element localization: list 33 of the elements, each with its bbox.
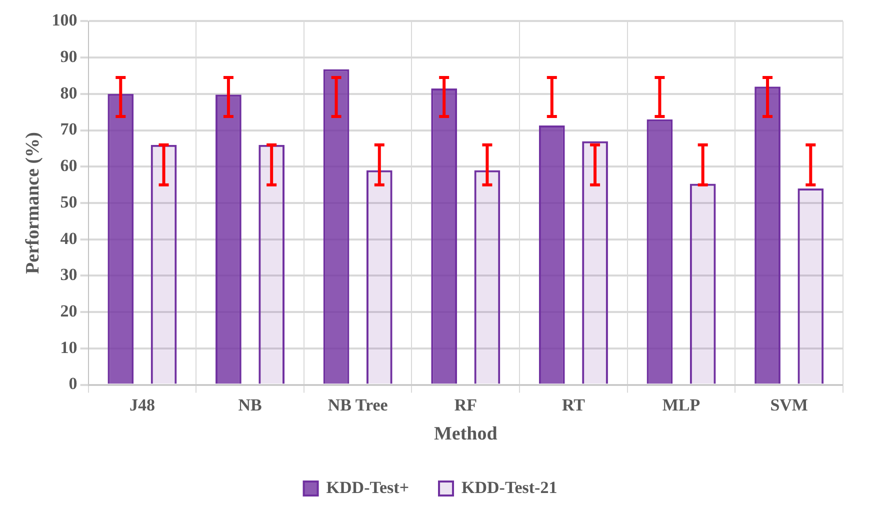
bar: [754, 86, 780, 384]
y-tick-label: 40: [60, 228, 78, 248]
x-tick-label: SVM: [770, 395, 808, 414]
y-axis-title: Performance (%): [22, 132, 44, 274]
y-tick-label: 100: [52, 10, 78, 30]
y-tick-label: 80: [60, 83, 78, 102]
x-tick-label: RT: [562, 395, 586, 414]
bar: [646, 119, 673, 384]
bar: [108, 94, 134, 384]
bar: [431, 88, 458, 384]
bar: [690, 184, 716, 384]
x-tick-label: NB Tree: [328, 395, 388, 414]
y-tick-label: 20: [60, 301, 78, 320]
y-tick-label: 70: [60, 120, 78, 139]
x-axis-title: Method: [434, 424, 498, 445]
x-tick-label: J48: [129, 395, 155, 414]
bar: [538, 126, 565, 384]
y-tick-label: 50: [60, 192, 78, 212]
y-tick-label: 90: [60, 46, 78, 66]
legend-label: KDD-Test+: [326, 478, 410, 497]
y-tick-label: 30: [60, 265, 78, 284]
x-tick-label: NB: [238, 395, 262, 414]
y-tick-label: 60: [60, 156, 78, 176]
x-tick-label: RF: [454, 395, 477, 414]
bar: [474, 170, 500, 384]
bar: [323, 69, 350, 384]
bar: [216, 94, 242, 384]
y-tick-label: 0: [68, 374, 78, 394]
x-tick-label: MLP: [662, 395, 700, 414]
bar: [798, 188, 824, 384]
bar: [366, 170, 392, 384]
legend-label: KDD-Test-21: [462, 478, 558, 497]
y-tick-label: 10: [60, 338, 78, 357]
